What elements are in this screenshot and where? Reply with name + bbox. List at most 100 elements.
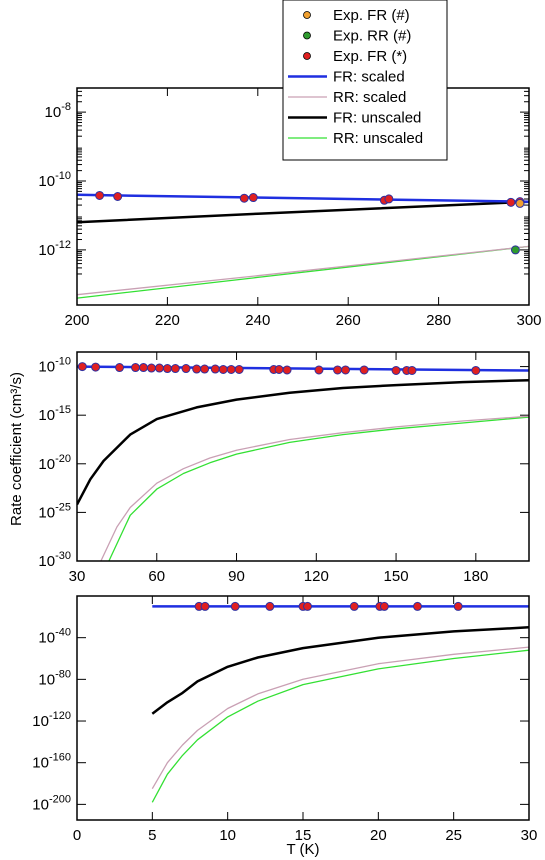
data-point-exp-fr- [453,601,463,611]
y-tick-label: 10-12 [38,239,71,259]
data-point-exp-fr- [384,194,394,204]
data-point-exp-fr- [407,365,417,375]
x-tick-label: 60 [148,568,165,585]
series-line-rr-scaled [100,415,529,561]
x-tick-label: 30 [69,568,86,585]
data-point-exp-fr- [239,193,249,203]
y-tick-label: 10-80 [38,668,71,688]
data-point-exp-fr- [341,365,351,375]
data-point-exp-fr- [113,192,123,201]
legend-marker [303,11,311,19]
data-point-exp-fr- [274,364,284,374]
data-point-exp-fr- [333,365,343,375]
series-line-fr-unscaled [77,378,529,506]
x-tick-label: 30 [521,827,538,844]
legend-marker [303,52,311,60]
data-point-exp-fr- [413,601,423,611]
data-point-exp-fr- [115,363,125,373]
data-point-exp-fr- [146,363,156,373]
y-axis-label: Rate coefficient (cm³/s) [8,372,25,526]
data-point-exp-fr- [218,364,228,374]
data-point-exp-fr- [77,362,87,372]
legend-marker [303,31,311,40]
plot-frame [76,351,530,562]
x-tick-label: 15 [295,827,312,844]
series-line-fr-unscaled [151,626,529,715]
data-point-exp-fr- [349,601,359,611]
data-point-exp-fr- [200,364,210,374]
y-tick-label: 10-30 [38,550,71,570]
x-axis-label: T (K) [286,841,319,858]
y-tick-label: 10-120 [32,710,71,730]
legend-label: RR: scaled [333,89,406,106]
x-tick-label: 120 [304,568,329,585]
x-tick-label: 220 [155,312,180,329]
y-tick-label: 10-20 [38,453,71,473]
data-point-exp-fr- [230,601,240,611]
legend-label: Exp. FR (#) [333,7,410,24]
x-tick-label: 90 [228,568,245,585]
x-tick-label: 180 [463,568,488,585]
data-point-exp-fr- [210,364,220,374]
data-point-exp-fr- [265,601,275,611]
data-point-exp-fr- [192,364,202,374]
x-tick-label: 20 [370,827,387,844]
legend-box [282,0,448,161]
series-line-fr-scaled [77,193,529,203]
legend-label: Exp. FR (*) [333,48,407,65]
data-point-exp-fr- [181,364,191,374]
x-tick-label: 280 [426,312,451,329]
x-tick-label: 240 [245,312,270,329]
data-point-exp-fr- [515,198,525,208]
data-point-exp-fr- [170,364,180,374]
y-tick-label: 10-8 [45,101,71,121]
legend: Exp. FR (#) Exp. RR (#) Exp. FR (*) FR: sca… [282,0,448,161]
x-tick-label: 200 [64,312,89,329]
data-point-exp-fr- [506,197,516,207]
y-tick-label: 10-25 [38,501,71,521]
x-tick-label: 150 [384,568,409,585]
data-point-exp-rr- [510,245,520,255]
x-tick-label: 0 [73,827,81,844]
y-tick-label: 10-160 [32,752,71,772]
x-tick-label: 300 [516,312,541,329]
y-tick-label: 10-10 [38,170,71,190]
data-point-exp-fr- [91,362,101,372]
panel-bottom: 0 5 10 15 20 25 30 10-40 10-80 10-120 10-160 10-200 [32,595,538,844]
x-tick-label: 25 [445,827,462,844]
data-point-exp-fr- [154,363,164,373]
data-point-exp-fr- [391,365,401,375]
series-line-fr-unscaled [77,200,529,224]
y-tick-label: 10-15 [38,404,71,424]
legend-label: RR: unscaled [333,130,423,147]
series-line-rr-unscaled [108,416,529,561]
x-tick-label: 10 [219,827,236,844]
data-point-exp-fr- [248,193,258,203]
y-tick-label: 10-40 [38,627,71,647]
legend-label: FR: unscaled [333,110,421,127]
data-point-exp-fr- [359,365,369,375]
data-point-exp-fr- [379,601,389,611]
y-tick-label: 10-200 [32,793,71,813]
series-line-rr-unscaled [151,649,529,803]
legend-label: Exp. RR (#) [333,28,411,45]
data-point-exp-fr- [95,190,105,200]
panel-top: 200 220 240 260 280 300 10-8 10-10 10-12 [38,87,542,329]
data-point-exp-fr- [162,364,172,374]
plot-frame [76,595,530,821]
data-point-exp-fr- [226,364,236,374]
data-point-exp-fr- [130,363,140,373]
legend-label: FR: scaled [333,69,405,86]
data-point-exp-fr- [282,365,292,375]
x-tick-label: 5 [148,827,156,844]
x-tick-label: 260 [336,312,361,329]
panel-middle: 30 60 90 120 150 180 10-10 10-15 10-20 10-25 10-30 [38,351,530,585]
data-point-exp-fr- [471,365,481,375]
data-point-exp-fr- [138,363,148,373]
data-point-exp-fr- [234,364,244,374]
data-point-exp-fr- [200,601,210,611]
series-line-rr-scaled [77,245,529,296]
y-tick-label: 10-10 [38,356,71,376]
